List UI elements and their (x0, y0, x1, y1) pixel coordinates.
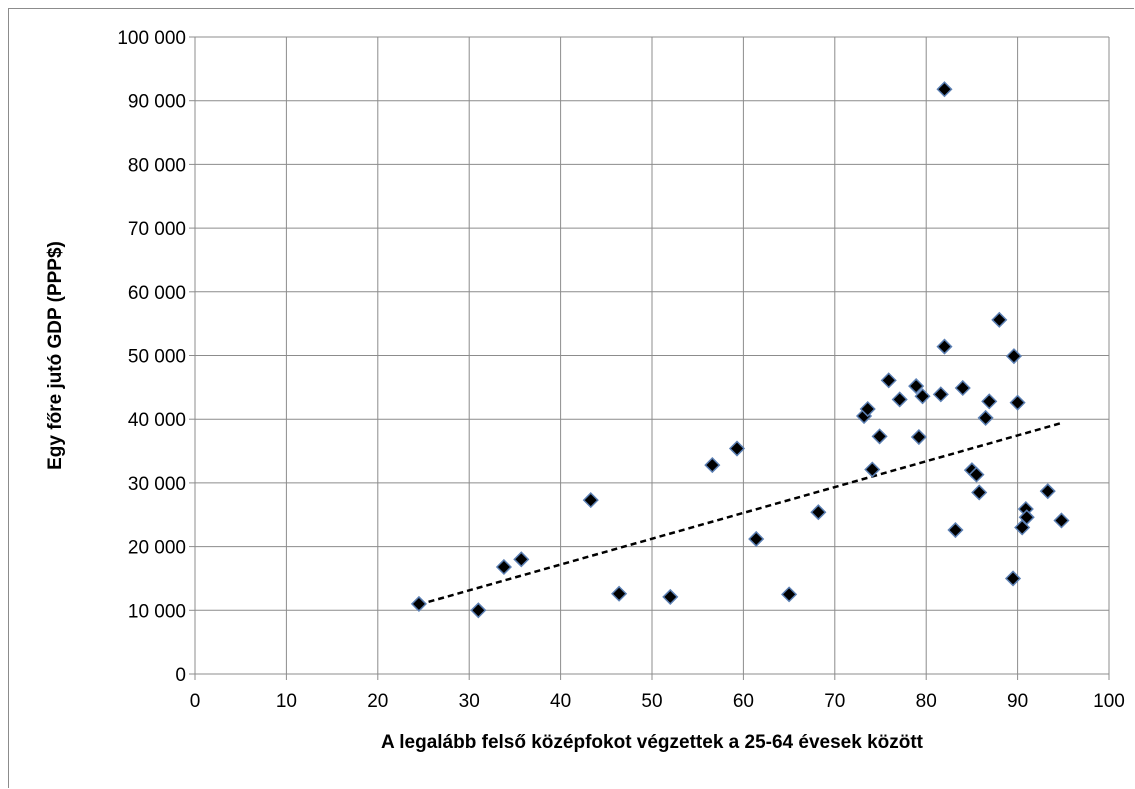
data-point-diamond (981, 393, 998, 410)
data-point-diamond (582, 492, 599, 509)
x-tick-label: 90 (1007, 691, 1028, 712)
data-point-diamond (1005, 348, 1023, 365)
data-point-diamond (968, 466, 985, 483)
data-point-diamond (871, 428, 888, 445)
data-point-diamond (1004, 570, 1022, 587)
y-tick-label: 100 000 (117, 28, 186, 49)
x-tick-label: 10 (276, 691, 297, 712)
data-point-diamond (891, 391, 908, 408)
trendline-path (418, 421, 1062, 606)
trendline (418, 421, 1062, 606)
data-point-diamond (1053, 512, 1070, 529)
data-point-diamond (936, 81, 953, 98)
data-point-diamond (728, 440, 746, 457)
data-point-diamond (513, 551, 530, 568)
data-point-diamond (662, 588, 679, 605)
chart-frame: 0 10 20 30 40 50 60 70 80 90 100 0 10 000 20 000 30 0… (8, 8, 1134, 788)
x-axis-title: A legalább felső középfokot végzettek a … (381, 732, 924, 753)
data-point-diamond (947, 521, 964, 539)
data-point-diamond (810, 504, 827, 521)
data-point-diamond (410, 595, 427, 612)
data-point-diamond (781, 586, 798, 603)
gridlines (195, 36, 1110, 674)
y-tick-label: 20 000 (128, 538, 186, 559)
data-point-diamond (859, 400, 876, 418)
data-point-diamond (495, 558, 512, 576)
data-point-diamond (1009, 394, 1026, 411)
x-tick-label: 60 (733, 691, 754, 712)
data-point-diamond (864, 461, 881, 478)
x-tick-label: 50 (641, 691, 662, 712)
data-point-diamond (1018, 509, 1035, 526)
x-tick-label: 80 (916, 691, 937, 712)
data-point-diamond (470, 602, 487, 619)
data-point-diamond (748, 530, 765, 548)
y-tick-label: 80 000 (128, 155, 186, 176)
x-tick-label: 0 (190, 691, 201, 712)
data-point-diamond (1039, 483, 1056, 500)
data-point-diamond (991, 311, 1008, 328)
scatter-chart: 0 10 20 30 40 50 60 70 80 90 100 0 10 000 20 000 30 0… (45, 28, 1125, 753)
data-point-diamond (880, 372, 897, 389)
data-point-diamond (704, 457, 721, 474)
data-point-diamond (977, 409, 994, 426)
y-tick-labels: 0 10 000 20 000 30 000 40 000 50 000 60 000 70 … (117, 28, 186, 686)
x-tick-label: 70 (824, 691, 845, 712)
y-tick-label: 90 000 (128, 92, 186, 113)
y-tick-label: 70 000 (128, 219, 186, 240)
data-point-diamond (971, 484, 988, 501)
y-tick-label: 0 (175, 665, 186, 686)
x-tick-label: 40 (550, 691, 571, 712)
y-tick-label: 60 000 (128, 283, 186, 304)
data-point-diamond (910, 428, 927, 446)
y-axis-title: Egy főre jutó GDP (PPP$) (45, 241, 66, 470)
data-point-diamond (936, 338, 953, 355)
y-tick-label: 10 000 (128, 601, 186, 622)
x-tick-label: 30 (459, 691, 480, 712)
data-points (410, 81, 1070, 619)
axes (189, 36, 1110, 680)
y-tick-label: 30 000 (128, 474, 186, 495)
x-tick-labels: 0 10 20 30 40 50 60 70 80 90 100 (190, 691, 1125, 712)
data-point-diamond (914, 388, 931, 405)
data-point-diamond (908, 378, 925, 395)
data-point-diamond (954, 379, 971, 397)
x-tick-label: 20 (367, 691, 388, 712)
x-tick-label: 100 (1093, 691, 1125, 712)
data-point-diamond (611, 585, 628, 602)
y-tick-label: 50 000 (128, 347, 186, 368)
y-tick-label: 40 000 (128, 410, 186, 431)
data-point-diamond (932, 386, 949, 403)
